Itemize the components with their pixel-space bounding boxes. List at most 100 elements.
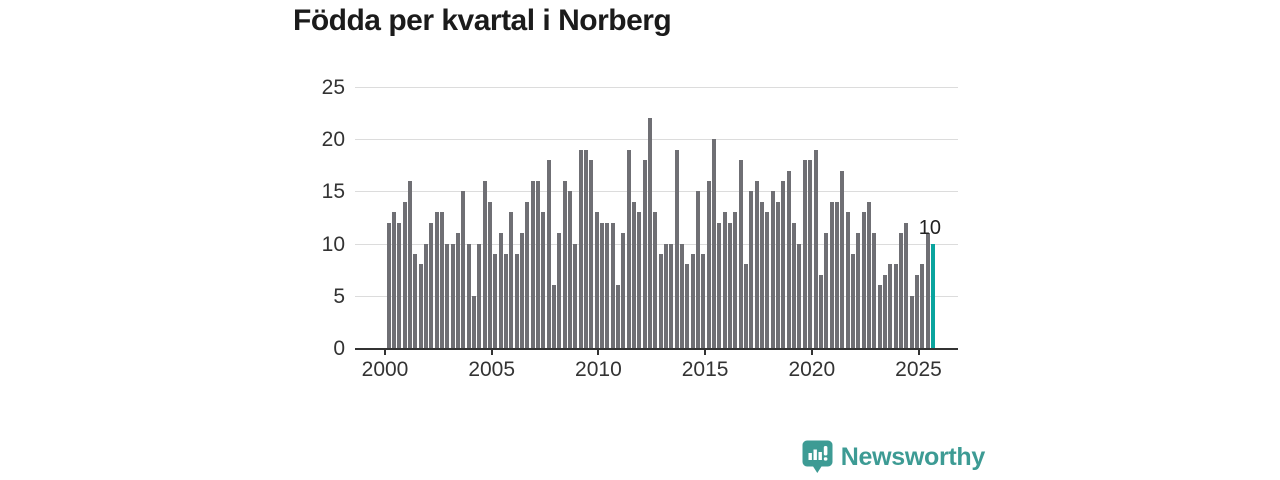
bar — [456, 233, 461, 348]
bar — [829, 201, 834, 348]
bar — [600, 222, 605, 348]
latest-value-label: 10 — [918, 216, 941, 239]
bar — [834, 201, 839, 348]
bar — [562, 180, 567, 348]
bar — [472, 295, 477, 348]
bar — [418, 264, 423, 348]
bar — [424, 243, 429, 348]
x-tick-2025 — [917, 349, 920, 355]
bar — [872, 233, 877, 348]
bar — [813, 149, 818, 348]
bar — [632, 201, 637, 348]
bar — [514, 254, 519, 348]
bar — [914, 274, 919, 348]
bar — [525, 201, 530, 348]
bar — [696, 191, 701, 348]
bar — [856, 233, 861, 348]
bar — [461, 191, 466, 348]
bar — [776, 201, 781, 348]
bar — [498, 233, 503, 348]
bar — [466, 243, 471, 348]
bar — [573, 243, 578, 348]
bar — [818, 274, 823, 348]
bar — [680, 243, 685, 348]
bar — [440, 212, 445, 348]
bar — [786, 170, 791, 348]
plot-area: 10 — [355, 87, 958, 350]
bar — [802, 160, 807, 348]
bar — [594, 212, 599, 348]
bar — [520, 233, 525, 348]
bar — [712, 139, 717, 348]
bar — [749, 191, 754, 348]
bar — [541, 212, 546, 348]
bar — [392, 212, 397, 348]
bar — [728, 222, 733, 348]
y-tick-label-5: 5 — [333, 284, 345, 308]
bar — [685, 264, 690, 348]
bar — [664, 243, 669, 348]
bar — [530, 180, 535, 348]
bar — [717, 222, 722, 348]
bar — [616, 285, 621, 348]
bar — [760, 201, 765, 348]
bar — [488, 201, 493, 348]
x-tick-2005 — [490, 349, 493, 355]
bar — [536, 180, 541, 348]
bar — [765, 212, 770, 348]
bar — [738, 160, 743, 348]
chart-title: Födda per kvartal i Norberg — [293, 4, 672, 37]
bar — [824, 233, 829, 348]
bar — [557, 233, 562, 348]
bar — [733, 212, 738, 348]
bar — [493, 254, 498, 348]
bar — [909, 295, 914, 348]
bar — [482, 180, 487, 348]
bar-highlight — [930, 243, 935, 348]
bar — [840, 170, 845, 348]
bar — [850, 254, 855, 348]
bar — [408, 180, 413, 348]
bar — [904, 222, 909, 348]
bar — [925, 233, 930, 348]
bar — [882, 274, 887, 348]
bar — [792, 222, 797, 348]
x-tick-label-2005: 2005 — [468, 358, 516, 381]
bar — [445, 243, 450, 348]
bar — [653, 212, 658, 348]
bar — [866, 201, 871, 348]
x-tick-label-2020: 2020 — [788, 358, 836, 381]
bar — [770, 191, 775, 348]
bar — [397, 222, 402, 348]
y-tick-label-25: 25 — [321, 76, 345, 99]
bar — [754, 180, 759, 348]
bar — [690, 254, 695, 348]
bar — [589, 160, 594, 348]
x-tick-2020 — [810, 349, 813, 355]
y-tick-label-0: 0 — [333, 337, 345, 360]
bar — [808, 160, 813, 348]
bar — [701, 254, 706, 348]
bar — [898, 233, 903, 348]
bar — [648, 118, 653, 348]
newsworthy-logo-text: Newsworthy — [840, 442, 986, 471]
x-tick-label-2015: 2015 — [681, 358, 729, 381]
bar — [504, 254, 509, 348]
bar — [429, 222, 434, 348]
bar — [893, 264, 898, 348]
newsworthy-logo-icon — [802, 440, 833, 474]
bar — [722, 212, 727, 348]
bar — [658, 254, 663, 348]
bar — [584, 149, 589, 348]
bar — [888, 264, 893, 348]
bar — [706, 180, 711, 348]
bar — [797, 243, 802, 348]
bar — [669, 243, 674, 348]
bar — [621, 233, 626, 348]
bar — [434, 212, 439, 348]
x-tick-2010 — [597, 349, 600, 355]
gridline-y15 — [355, 191, 958, 193]
x-tick-label-2000: 2000 — [361, 358, 409, 381]
bar — [626, 149, 631, 348]
